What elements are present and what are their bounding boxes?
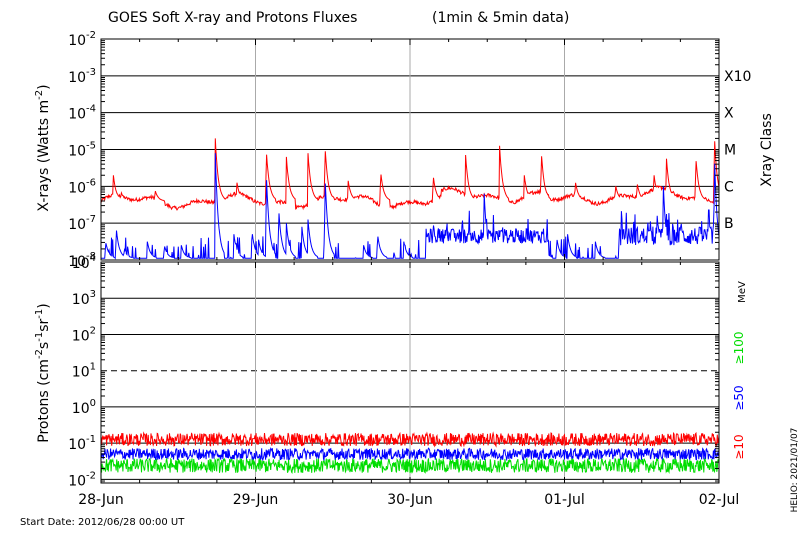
x-axis-ticks: 28-Jun 29-Jun 30-Jun 01-Jul 02-Jul xyxy=(78,39,739,508)
proton-y-tick-label: 10-1 xyxy=(68,434,96,453)
proton-y-tick-label: 103 xyxy=(72,289,96,308)
proton-y-tick-label: 104 xyxy=(72,253,96,272)
proton-y-tick-label: 101 xyxy=(72,362,96,381)
x-tick-label: 28-Jun xyxy=(78,492,124,508)
xray-y-tick-label: 10-2 xyxy=(68,30,96,49)
xray-class-label: X10 xyxy=(724,69,751,85)
credit-label: HELIO: 2021/01/07 xyxy=(790,428,800,513)
x-tick-label: 02-Jul xyxy=(699,492,740,508)
energy-unit-label: MeV xyxy=(737,281,748,303)
xray-class-label: B xyxy=(724,216,734,232)
x-tick-label: 29-Jun xyxy=(233,492,279,508)
chart-title-note: (1min & 5min data) xyxy=(432,10,569,26)
xray-class-label: C xyxy=(724,179,734,195)
xray-grid xyxy=(101,39,719,260)
xray-class-axis-title: Xray Class xyxy=(759,113,775,187)
proton-y-tick-label: 102 xyxy=(72,325,96,344)
start-date-label: Start Date: 2012/06/28 00:00 UT xyxy=(20,517,185,528)
xray-y-tick-label: 10-7 xyxy=(68,214,96,233)
x-tick-label: 30-Jun xyxy=(387,492,433,508)
proton-y-tick-label: 100 xyxy=(72,398,96,417)
energy-label-10: ≥10 xyxy=(732,434,746,459)
xray-class-label: M xyxy=(724,143,736,159)
energy-label-50: ≥50 xyxy=(732,385,746,410)
xray-y-tick-label: 10-5 xyxy=(68,141,96,160)
xray-y-tick-label: 10-3 xyxy=(68,67,96,86)
xray-y-ticks: 10-2 10-3 10-4 10-5 10-6 10-7 10-8 xyxy=(68,30,719,270)
proton-grid xyxy=(101,262,719,483)
proton-series-line xyxy=(100,456,720,475)
chart-title: GOES Soft X-ray and Protons Fluxes xyxy=(108,10,357,26)
proton-series-line xyxy=(100,447,720,462)
proton-y-axis-label: Protons (cm-2s-1sr-1) xyxy=(34,303,52,442)
xray-y-tick-label: 10-8 xyxy=(68,251,96,270)
xray-y-tick-label: 10-6 xyxy=(68,177,96,196)
xray-class-label: X xyxy=(724,106,734,122)
xray-y-tick-label: 10-4 xyxy=(68,104,96,123)
x-tick-label: 01-Jul xyxy=(544,492,585,508)
proton-series-group xyxy=(100,431,720,475)
xray-y-axis-label: X-rays (Watts m-2) xyxy=(34,84,52,211)
xray-series-line xyxy=(100,138,720,211)
xray-class-labels: X10 X M C B xyxy=(724,69,751,232)
energy-label-100: ≥100 xyxy=(732,332,746,365)
proton-series-line xyxy=(100,431,720,448)
proton-y-tick-label: 10-2 xyxy=(68,470,96,489)
proton-y-ticks: 104 103 102 101 100 10-1 10-2 xyxy=(68,253,719,489)
